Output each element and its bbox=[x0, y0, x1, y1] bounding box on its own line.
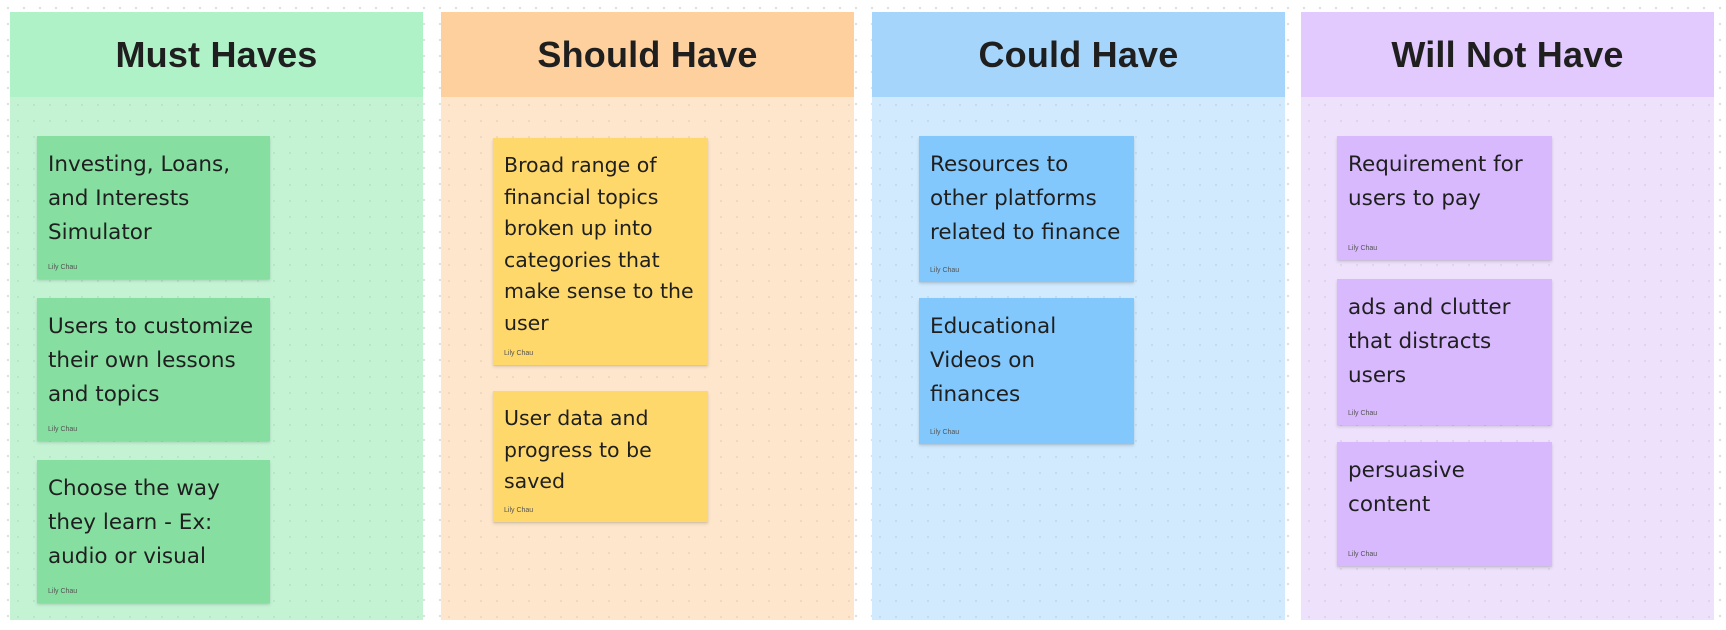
sticky-note-author: Lily Chau bbox=[930, 267, 960, 274]
sticky-note[interactable]: ads and clutter that distracts users Lil… bbox=[1337, 279, 1552, 425]
sticky-note[interactable]: persuasive content Lily Chau bbox=[1337, 442, 1552, 566]
sticky-note-text: User data and progress to be saved bbox=[504, 406, 652, 493]
sticky-note[interactable]: Investing, Loans, and Interests Simulato… bbox=[37, 136, 270, 279]
sticky-note[interactable]: Requirement for users to pay Lily Chau bbox=[1337, 136, 1552, 260]
sticky-note-text: ads and clutter that distracts users bbox=[1348, 295, 1511, 388]
sticky-note-text: Resources to other platforms related to … bbox=[930, 152, 1121, 245]
column-must-haves: Must Haves Investing, Loans, and Interes… bbox=[10, 12, 423, 620]
sticky-note-text: Educational Videos on finances bbox=[930, 314, 1057, 407]
column-header-could-have: Could Have bbox=[872, 12, 1285, 97]
sticky-note[interactable]: Choose the way they learn - Ex: audio or… bbox=[37, 460, 270, 603]
sticky-note-author: Lily Chau bbox=[48, 264, 78, 271]
sticky-note-author: Lily Chau bbox=[1348, 410, 1378, 417]
sticky-note-text: Users to customize their own lessons and… bbox=[48, 314, 254, 407]
sticky-note-author: Lily Chau bbox=[504, 350, 534, 357]
column-header-should-have: Should Have bbox=[441, 12, 854, 97]
column-should-have: Should Have Broad range of financial top… bbox=[441, 12, 854, 620]
sticky-note-author: Lily Chau bbox=[1348, 245, 1378, 252]
sticky-note[interactable]: Resources to other platforms related to … bbox=[919, 136, 1134, 282]
sticky-note-text: Choose the way they learn - Ex: audio or… bbox=[48, 476, 220, 569]
sticky-note-text: Investing, Loans, and Interests Simulato… bbox=[48, 152, 231, 245]
column-body-will-not-have: Requirement for users to pay Lily Chau a… bbox=[1301, 97, 1714, 620]
sticky-note[interactable]: Educational Videos on finances Lily Chau bbox=[919, 298, 1134, 444]
sticky-note-author: Lily Chau bbox=[930, 429, 960, 436]
sticky-note-text: Broad range of financial topics broken u… bbox=[504, 153, 694, 335]
column-body-should-have: Broad range of financial topics broken u… bbox=[441, 97, 854, 620]
sticky-note-author: Lily Chau bbox=[48, 426, 78, 433]
sticky-note[interactable]: Broad range of financial topics broken u… bbox=[493, 138, 708, 365]
column-will-not-have: Will Not Have Requirement for users to p… bbox=[1301, 12, 1714, 620]
column-header-must-haves: Must Haves bbox=[10, 12, 423, 97]
sticky-note-author: Lily Chau bbox=[48, 588, 78, 595]
column-could-have: Could Have Resources to other platforms … bbox=[872, 12, 1285, 620]
column-body-must-haves: Investing, Loans, and Interests Simulato… bbox=[10, 97, 423, 620]
column-header-will-not-have: Will Not Have bbox=[1301, 12, 1714, 97]
sticky-note-text: persuasive content bbox=[1348, 458, 1465, 517]
sticky-note-author: Lily Chau bbox=[504, 507, 534, 514]
sticky-note-author: Lily Chau bbox=[1348, 551, 1378, 558]
sticky-note[interactable]: User data and progress to be saved Lily … bbox=[493, 391, 708, 522]
sticky-note[interactable]: Users to customize their own lessons and… bbox=[37, 298, 270, 441]
sticky-note-text: Requirement for users to pay bbox=[1348, 152, 1523, 211]
column-body-could-have: Resources to other platforms related to … bbox=[872, 97, 1285, 620]
